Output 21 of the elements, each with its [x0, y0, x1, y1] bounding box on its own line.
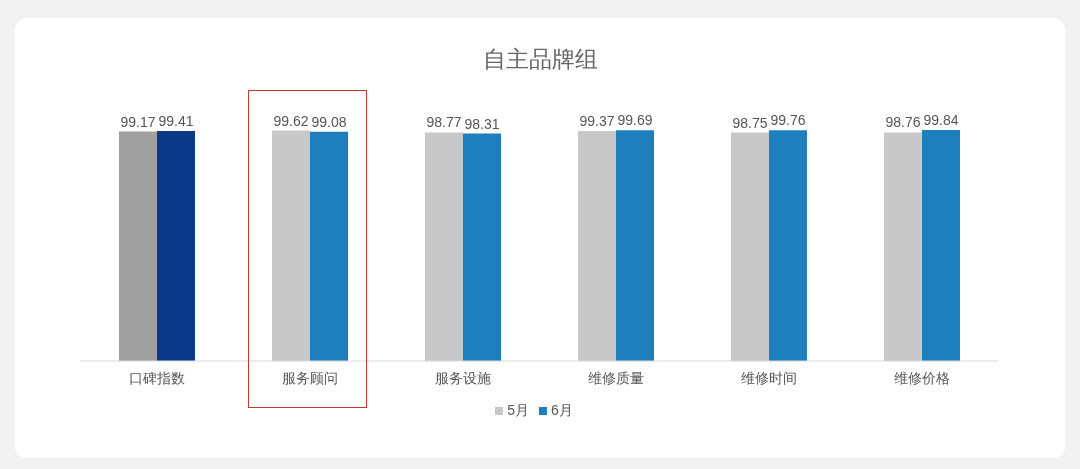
- data-label: 99.84: [923, 112, 959, 128]
- data-label: 99.17: [120, 113, 156, 130]
- data-label: 98.75: [732, 114, 768, 131]
- data-label: 98.77: [426, 114, 462, 131]
- legend-label: 5月: [507, 402, 529, 418]
- data-label: 98.31: [464, 115, 500, 132]
- data-label: 99.08: [311, 113, 347, 130]
- data-label: 98.76: [885, 114, 921, 131]
- x-tick-label: 维修价格: [893, 369, 950, 386]
- data-label: 99.76: [770, 112, 806, 129]
- x-tick-label: 维修质量: [587, 369, 644, 386]
- data-label: 99.69: [617, 112, 653, 129]
- x-tick-label: 服务顾问: [281, 369, 338, 386]
- data-label: 99.62: [273, 112, 309, 129]
- x-tick-label: 口碑指数: [128, 369, 185, 386]
- data-label: 99.37: [579, 113, 615, 130]
- legend-label: 6月: [551, 402, 573, 418]
- x-tick-label: 维修时间: [740, 369, 797, 386]
- x-tick-label: 服务设施: [434, 369, 491, 386]
- chart-title: 自主品牌组: [481, 45, 599, 74]
- data-label: 99.41: [158, 112, 194, 129]
